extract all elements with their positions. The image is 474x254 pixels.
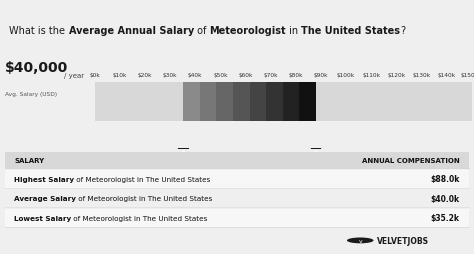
Text: $30k: $30k	[163, 72, 177, 77]
Text: $40k: $40k	[188, 72, 202, 77]
FancyBboxPatch shape	[310, 148, 321, 150]
Circle shape	[347, 237, 374, 243]
Text: ?: ?	[400, 26, 405, 36]
Text: What is the: What is the	[9, 26, 69, 36]
Text: $110k: $110k	[362, 72, 380, 77]
Text: Average Salary: Average Salary	[14, 196, 76, 201]
Text: $35.2k: $35.2k	[431, 213, 460, 222]
Text: $70k: $70k	[264, 72, 278, 77]
Text: $100k: $100k	[337, 72, 355, 77]
Text: $150k+: $150k+	[460, 72, 474, 77]
Text: v: v	[358, 238, 362, 243]
Text: / year: / year	[64, 73, 84, 79]
Text: ANNUAL COMPENSATION: ANNUAL COMPENSATION	[362, 157, 460, 163]
Text: Avg. Salary (USD): Avg. Salary (USD)	[5, 92, 57, 97]
FancyBboxPatch shape	[5, 170, 469, 188]
Text: VELVETJOBS: VELVETJOBS	[377, 236, 429, 245]
Text: $88.0k: $88.0k	[430, 175, 460, 184]
Text: Highest Salary: Highest Salary	[14, 176, 74, 182]
Text: Meteorologist: Meteorologist	[210, 26, 286, 36]
Text: $20k: $20k	[138, 72, 152, 77]
Text: $40,000: $40,000	[5, 60, 68, 74]
FancyBboxPatch shape	[200, 82, 217, 122]
Text: $0k: $0k	[90, 72, 100, 77]
Text: $80k: $80k	[289, 72, 303, 77]
Text: in: in	[286, 26, 301, 36]
Text: $90k: $90k	[314, 72, 328, 77]
Circle shape	[301, 149, 331, 155]
Text: $130k: $130k	[412, 72, 430, 77]
Text: The United States: The United States	[301, 26, 400, 36]
Text: Average Annual Salary: Average Annual Salary	[69, 26, 194, 36]
FancyBboxPatch shape	[266, 82, 283, 122]
Text: SALARY: SALARY	[14, 157, 45, 163]
Text: $140k: $140k	[438, 72, 456, 77]
FancyBboxPatch shape	[283, 82, 299, 122]
FancyBboxPatch shape	[5, 209, 469, 227]
Circle shape	[168, 149, 198, 155]
FancyBboxPatch shape	[299, 82, 316, 122]
Text: $40.0k: $40.0k	[431, 194, 460, 203]
Text: $: $	[314, 150, 318, 154]
Text: of: of	[194, 26, 210, 36]
Text: of Meteorologist in The United States: of Meteorologist in The United States	[72, 215, 208, 221]
FancyBboxPatch shape	[95, 82, 472, 122]
FancyBboxPatch shape	[5, 189, 469, 208]
Text: $10k: $10k	[113, 72, 127, 77]
FancyBboxPatch shape	[233, 82, 249, 122]
FancyBboxPatch shape	[183, 82, 200, 122]
Text: $50k: $50k	[213, 72, 228, 77]
Text: $120k: $120k	[387, 72, 405, 77]
Text: of Meteorologist in The United States: of Meteorologist in The United States	[74, 176, 211, 182]
FancyBboxPatch shape	[178, 148, 189, 150]
Text: $: $	[182, 150, 185, 154]
Text: of Meteorologist in The United States: of Meteorologist in The United States	[76, 196, 213, 201]
FancyBboxPatch shape	[249, 82, 266, 122]
Text: Lowest Salary: Lowest Salary	[14, 215, 72, 221]
Text: $60k: $60k	[238, 72, 253, 77]
FancyBboxPatch shape	[217, 82, 233, 122]
FancyBboxPatch shape	[5, 152, 469, 169]
